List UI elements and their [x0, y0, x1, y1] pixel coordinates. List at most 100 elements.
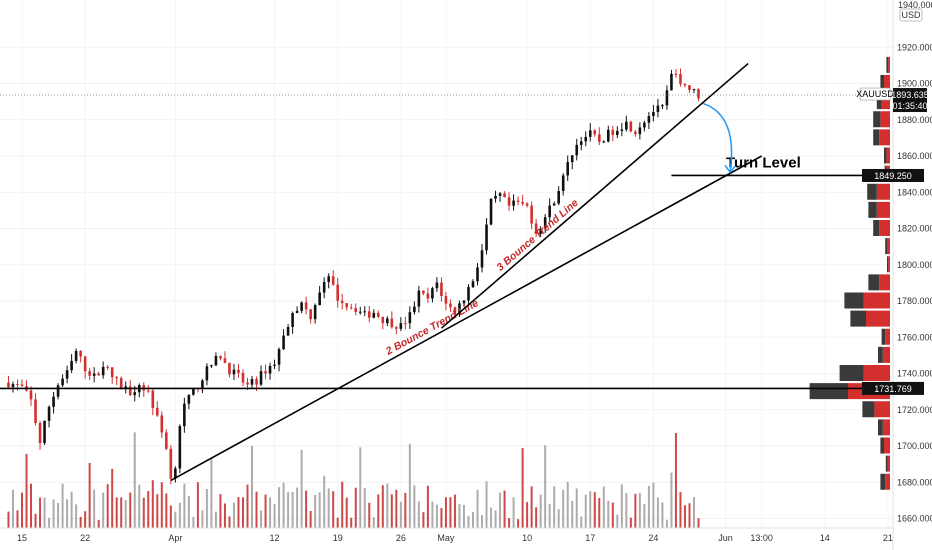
- volume-bar: [178, 502, 181, 528]
- candle-body: [530, 205, 533, 224]
- candle-body: [458, 303, 461, 315]
- profile-bar-sell: [887, 238, 890, 255]
- candle-body: [638, 127, 642, 135]
- candle-body: [47, 406, 51, 421]
- currency-badge: USD: [899, 8, 923, 22]
- arrow-head: [724, 164, 736, 174]
- price-tick-label: 1720.000: [897, 405, 932, 415]
- volume-bar: [88, 462, 91, 528]
- volume-bar: [11, 489, 14, 528]
- volume-bar: [210, 458, 213, 528]
- volume-bar: [237, 497, 240, 528]
- profile-bar-sell: [866, 310, 890, 327]
- candle-body: [485, 224, 488, 251]
- profile-bar-sell: [876, 201, 890, 218]
- profile-bar-sell: [881, 93, 890, 110]
- volume-bar: [399, 501, 402, 528]
- volume-bar: [102, 492, 105, 528]
- volume-bar: [25, 453, 28, 528]
- volume-bar: [602, 486, 605, 528]
- candle-body: [634, 131, 637, 135]
- candle-body: [43, 420, 46, 444]
- price-tick-label: 1740.000: [897, 369, 932, 379]
- symbol-box: [859, 87, 891, 101]
- volume-bar: [278, 487, 281, 528]
- volume-bar: [75, 504, 78, 528]
- candle-body: [56, 385, 60, 397]
- volume-bar: [183, 483, 186, 528]
- candle-body: [156, 407, 159, 416]
- volume-bar: [160, 482, 163, 528]
- volume-bar: [548, 503, 551, 528]
- profile-bar-sell: [882, 346, 890, 363]
- price-tick-label: 1780.000: [897, 296, 932, 306]
- profile-bar-sell: [863, 292, 890, 309]
- candle-body: [431, 288, 434, 299]
- candle-body: [548, 205, 551, 218]
- volume-bar: [205, 489, 208, 528]
- candle-body: [264, 371, 267, 374]
- candle-body: [165, 432, 168, 449]
- candle-body: [313, 305, 317, 320]
- volume-bar: [584, 494, 587, 528]
- volume-bar: [485, 481, 488, 528]
- volume-bar: [34, 513, 37, 528]
- candle-body: [65, 370, 69, 379]
- volume-bar: [395, 489, 398, 528]
- candle-body: [38, 423, 42, 444]
- candle-body: [372, 312, 376, 318]
- price-tick-label: 1840.000: [897, 187, 932, 197]
- volume-bar: [589, 491, 592, 528]
- price-tick-label: 1760.000: [897, 332, 932, 342]
- curved-arrow: [702, 102, 733, 173]
- time-tick-label: May: [437, 533, 455, 543]
- candle-body: [128, 386, 132, 396]
- time-tick-label: 21: [883, 533, 893, 543]
- candle-body: [336, 284, 339, 301]
- candle-body: [295, 310, 299, 314]
- volume-bar: [111, 468, 114, 528]
- candle-body: [467, 287, 470, 301]
- price-tick-label: 1860.000: [897, 151, 932, 161]
- volume-bar: [566, 481, 569, 528]
- candle-body: [309, 309, 312, 320]
- volume-bar: [201, 510, 204, 528]
- volume-bar: [426, 485, 429, 528]
- profile-bar-buy: [868, 201, 877, 218]
- candle-body: [670, 73, 673, 91]
- volume-bar: [453, 494, 456, 528]
- candle-body: [611, 129, 615, 136]
- candle-body: [20, 384, 24, 387]
- candle-body: [300, 302, 303, 311]
- countdown-text: 01:35:40: [892, 101, 927, 111]
- volume-bar: [61, 483, 64, 528]
- volume-bars: [7, 432, 700, 528]
- candle-body: [331, 276, 335, 285]
- turn-price-badge-box: [862, 168, 924, 182]
- candle-body: [557, 190, 560, 204]
- volume-bar: [611, 502, 614, 528]
- time-tick-label: 10: [522, 533, 532, 543]
- volume-bar: [607, 500, 610, 528]
- time-tick-label: 13:00: [750, 533, 773, 543]
- candle-body: [566, 162, 570, 176]
- candle-body: [92, 373, 96, 376]
- candle-body: [697, 89, 700, 99]
- trend-line: [440, 62, 749, 329]
- candle-body: [219, 356, 222, 359]
- candle-body: [146, 390, 150, 392]
- volume-bar: [670, 472, 673, 528]
- time-tick-label: Jun: [718, 533, 733, 543]
- volume-bar: [530, 486, 533, 528]
- volume-bar: [467, 516, 470, 528]
- candle-body: [358, 311, 362, 313]
- volume-bar: [282, 482, 285, 528]
- candle-body: [570, 155, 574, 163]
- volume-bar: [214, 511, 217, 528]
- volume-bar: [494, 510, 497, 528]
- price-tick-label: 1920.000: [897, 42, 932, 52]
- volume-bar: [575, 488, 578, 528]
- volume-bar: [16, 510, 19, 528]
